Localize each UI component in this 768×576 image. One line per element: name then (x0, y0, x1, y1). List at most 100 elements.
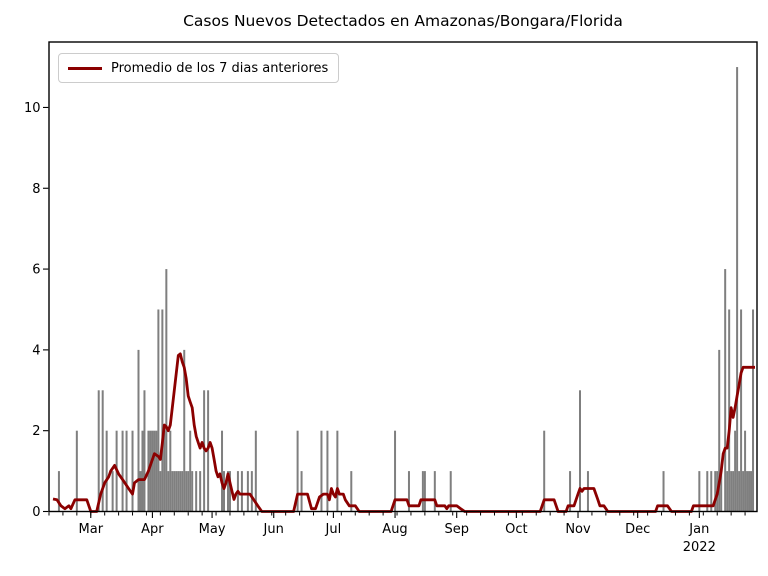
bar (183, 349, 186, 512)
bar (698, 471, 701, 512)
bar (726, 471, 729, 512)
y-tick-label: 2 (32, 424, 40, 439)
bar (744, 430, 747, 512)
x-tick-label: Apr (141, 522, 164, 537)
bar (250, 471, 253, 512)
bar (143, 390, 146, 512)
bar (228, 471, 231, 512)
bar (752, 309, 755, 512)
plot-border (48, 41, 758, 513)
bar (748, 471, 751, 512)
legend: Promedio de los 7 dias anteriores (58, 53, 340, 83)
bar (738, 471, 741, 512)
legend-label: Promedio de los 7 dias anteriores (111, 60, 329, 76)
bar (226, 471, 229, 512)
bar (736, 67, 739, 512)
bar (320, 430, 323, 512)
bar (181, 471, 184, 512)
bar (111, 471, 114, 512)
bar (151, 430, 154, 512)
legend-line-sample (68, 66, 102, 70)
bar (730, 471, 733, 512)
bar (171, 471, 174, 512)
bar (336, 430, 339, 512)
y-tick-label: 6 (32, 263, 40, 278)
bar (706, 471, 709, 512)
y-tick-label: 4 (32, 343, 40, 358)
bar (296, 430, 299, 512)
bar (732, 471, 735, 512)
bar (163, 430, 166, 512)
bar (203, 390, 206, 512)
bar (734, 430, 737, 512)
bar (350, 471, 353, 512)
bar (187, 471, 190, 512)
bar (326, 430, 329, 512)
bar (131, 430, 134, 512)
bar (710, 471, 713, 512)
bar (159, 471, 162, 512)
bar (300, 471, 303, 512)
bar (97, 390, 100, 512)
chart-title: Casos Nuevos Detectados en Amazonas/Bong… (183, 12, 623, 30)
bar (449, 471, 452, 512)
bar (169, 430, 172, 512)
bar (394, 430, 397, 512)
bar (165, 269, 168, 512)
bar (173, 471, 176, 512)
bar (141, 430, 144, 512)
bar (155, 430, 158, 512)
bar (740, 309, 743, 512)
bar (75, 430, 78, 512)
bars-layer (57, 67, 755, 512)
bar (157, 309, 160, 512)
bar (105, 430, 108, 512)
x-tick-label: Jun (263, 522, 284, 537)
bar (240, 471, 243, 512)
bar (191, 471, 194, 512)
bar (579, 390, 581, 512)
bar (195, 471, 198, 512)
bar (175, 471, 178, 512)
bar (199, 471, 202, 512)
bar (223, 471, 226, 512)
y-tick-label: 0 (32, 505, 40, 520)
x-tick-label: Mar (79, 522, 104, 537)
bar (407, 471, 410, 512)
y-tick-label: 10 (24, 101, 41, 116)
bar (121, 430, 124, 512)
bar (189, 430, 192, 512)
bar (161, 309, 164, 512)
bar (139, 471, 142, 512)
x-tick-label: Oct (505, 522, 527, 537)
x-tick-label: Jan (688, 522, 709, 537)
x-axis: Mar Apr May Jun Jul Aug Sep Oct Nov Dec Jan 2022 (48, 512, 746, 555)
bar (137, 349, 140, 512)
bar (167, 471, 170, 512)
x-tick-label: Sep (444, 522, 469, 537)
x-tick-label: Jul (325, 522, 342, 537)
bar (221, 430, 224, 512)
bar (149, 430, 152, 512)
x-tick-label: May (199, 522, 226, 537)
x-tick-label: Nov (565, 522, 591, 537)
bar (746, 471, 749, 512)
bar (179, 471, 182, 512)
bar (125, 430, 128, 512)
bar (742, 471, 745, 512)
bar (718, 349, 721, 512)
bar (569, 471, 572, 512)
bar (185, 471, 188, 512)
bar (153, 430, 156, 512)
bar (662, 471, 665, 512)
bar (421, 471, 424, 512)
y-tick-label: 8 (32, 182, 40, 197)
bar (207, 390, 210, 512)
bar (543, 430, 546, 512)
bar (101, 390, 104, 512)
bar (586, 471, 589, 512)
bar (724, 269, 727, 512)
bar (246, 471, 249, 512)
